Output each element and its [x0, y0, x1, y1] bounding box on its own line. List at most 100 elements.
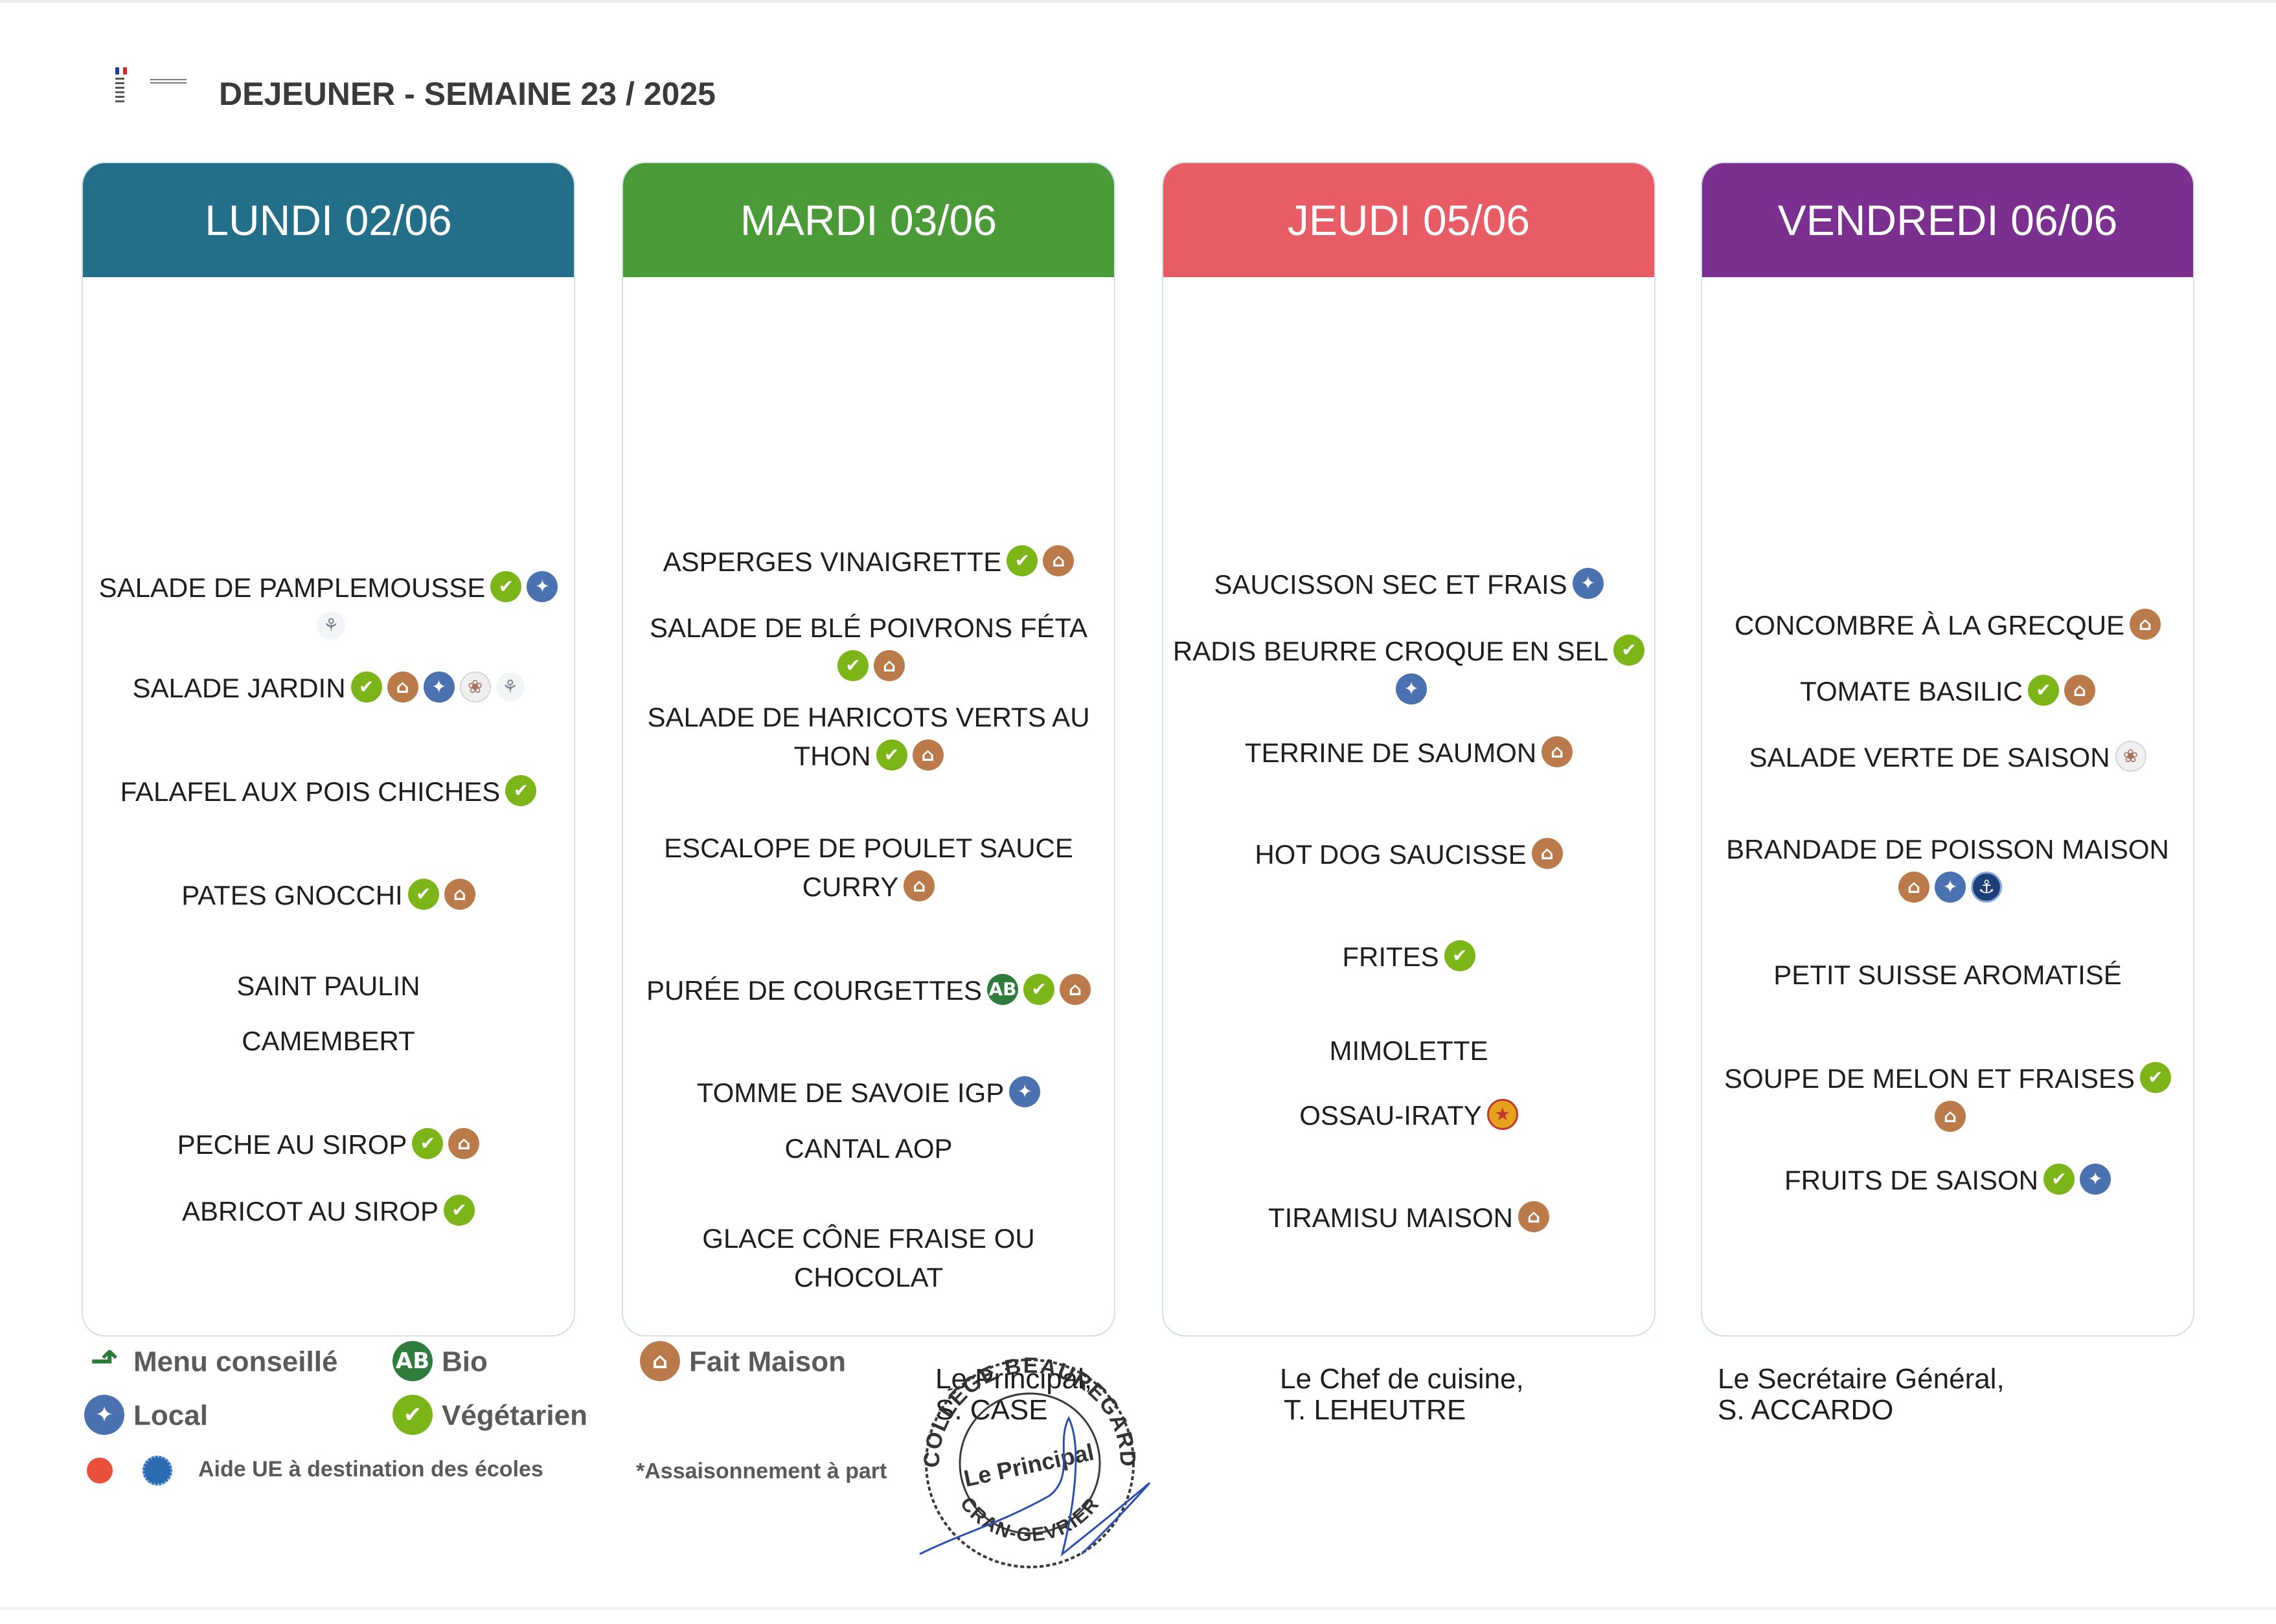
leaf-icon: ✔ [412, 1127, 444, 1159]
bottom-edge [0, 1607, 2276, 1610]
menu-item-name: FRUITS DE SAISON [1784, 1165, 2039, 1195]
menu-item: GLACE CÔNE FRAISE OU CHOCOLAT [632, 1219, 1105, 1297]
menu-item-name: SOUPE DE MELON ET FRAISES [1724, 1063, 2135, 1094]
signature-scribble [919, 1415, 1151, 1557]
menu-item-name: HOT DOG SAUCISSE [1255, 839, 1527, 870]
menu-item: MIMOLETTE [1172, 1032, 1645, 1070]
day-card-jeudi: JEUDI 05/06 SAUCISSON SEC ET FRAIS ✦ RADI… [1162, 162, 1656, 1336]
legend-menu-conseille: ⬏ Menu conseillé [84, 1342, 338, 1384]
top-edge [0, 0, 2276, 3]
menu-item: FRITES ✔ [1172, 938, 1645, 976]
day-label: VENDREDI 06/06 [1777, 196, 2118, 244]
handshake-icon: ✦ [1572, 567, 1604, 599]
menu-item: FALAFEL AUX POIS CHICHES ✔ [92, 773, 565, 811]
menu-item-name: SALADE DE PAMPLEMOUSSE [98, 572, 486, 603]
menu-item: PETIT SUISSE AROMATISÉ [1711, 956, 2184, 995]
menu-item-name: RADIS BEURRE CROQUE EN SEL [1172, 636, 1609, 666]
menu-item-name: SALADE DE HARICOTS VERTS AU THON [647, 702, 1090, 771]
leaf-icon: ✔ [876, 739, 907, 771]
milk-ue-icon [142, 1456, 172, 1485]
secretaire-name: S. ACCARDO [1718, 1394, 1894, 1426]
apple-ue-icon [87, 1458, 113, 1483]
day-card-mardi: MARDI 03/06 ASPERGES VINAIGRETTE ✔ ⌂ SALAD… [622, 162, 1115, 1336]
house-icon: ⌂ [1531, 837, 1563, 869]
menu-item: SAINT PAULIN [92, 967, 565, 1006]
menu-item: ABRICOT AU SIROP ✔ [92, 1192, 565, 1231]
aide-ue-fruits-icon: ❀ [459, 671, 491, 703]
house-icon: ⌂ [912, 739, 944, 771]
handshake-icon: ✦ [2080, 1163, 2111, 1195]
menu-list: SALADE DE PAMPLEMOUSSE ✔ ✦⚘ SALADE JARDIN ✔… [83, 277, 574, 1335]
menu-item-name: SALADE DE BLÉ POIVRONS FÉTA [649, 613, 1088, 643]
day-header: VENDREDI 06/06 [1702, 163, 2193, 277]
school-stamp: COLLÈGE BEAUREGARD Le Principal CRAN-GEV… [919, 1353, 1151, 1568]
menu-item: SAUCISSON SEC ET FRAIS ✦ [1172, 565, 1645, 604]
house-icon: ⌂ [444, 878, 475, 910]
menu-item: PECHE AU SIROP ✔ ⌂ [92, 1125, 565, 1164]
house-icon: ⌂ [448, 1127, 480, 1159]
house-icon: ⌂ [640, 1341, 680, 1381]
house-icon: ⌂ [1542, 736, 1573, 767]
menu-item-name: ESCALOPE DE POULET SAUCE CURRY [664, 833, 1073, 902]
menu-item: CANTAL AOP [632, 1129, 1105, 1168]
legend-label: Menu conseillé [133, 1346, 338, 1378]
menu-item: FRUITS DE SAISON ✔ ✦ [1711, 1161, 2184, 1200]
menu-list: SAUCISSON SEC ET FRAIS ✦ RADIS BEURRE CRO… [1163, 277, 1654, 1335]
leaf-icon: ✔ [2043, 1163, 2075, 1195]
menu-item: PATES GNOCCHI ✔ ⌂ [92, 876, 565, 915]
legend-label: Local [133, 1399, 208, 1432]
menu-item: SALADE VERTE DE SAISON ❀ [1711, 738, 2184, 777]
menu-item: HOT DOG SAUCISSE ⌂ [1172, 835, 1645, 874]
menu-item: CAMEMBERT [92, 1022, 565, 1061]
legend-local: ✦ Local [84, 1395, 208, 1438]
menu-item-name: TOMME DE SAVOIE IGP [696, 1077, 1005, 1108]
house-icon: ⌂ [904, 870, 935, 901]
menu-item-name: CAMEMBERT [242, 1026, 415, 1056]
legend-label: Végétarien [442, 1399, 587, 1432]
fish-icon: ⚓ [1971, 871, 2002, 903]
leaf-icon: ✔ [444, 1194, 475, 1226]
menu-item: TIRAMISU MAISON ⌂ [1172, 1199, 1645, 1237]
menu-item: BRANDADE DE POISSON MAISON ⌂ ✦ ⚓ [1711, 830, 2184, 908]
day-label: LUNDI 02/06 [205, 196, 452, 244]
menu-item-name: PATES GNOCCHI [181, 880, 403, 910]
menu-item-name: SAUCISSON SEC ET FRAIS [1214, 569, 1567, 600]
menu-item: OSSAU-IRATY ★ [1172, 1096, 1645, 1135]
day-label: JEUDI 05/06 [1287, 196, 1531, 244]
handshake-icon: ✦ [1396, 673, 1427, 705]
menu-item: TOMME DE SAVOIE IGP ✦ [632, 1074, 1105, 1112]
house-icon: ⌂ [2064, 674, 2095, 706]
house-icon: ⌂ [2130, 608, 2161, 640]
menu-item-name: CANTAL AOP [784, 1133, 953, 1164]
menu-item: ESCALOPE DE POULET SAUCE CURRY ⌂ [632, 829, 1105, 907]
handshake-icon: ✦ [84, 1395, 124, 1435]
legend-fait-maison: ⌂ Fait Maison [640, 1341, 847, 1384]
handshake-icon: ✦ [1935, 871, 1966, 903]
menu-item-name: TIRAMISU MAISON [1268, 1202, 1514, 1233]
menu-item-name: PETIT SUISSE AROMATISÉ [1773, 960, 2122, 990]
aop-icon: ★ [1486, 1098, 1518, 1130]
leaf-icon: ✔ [2027, 674, 2059, 706]
menu-item-name: OSSAU-IRATY [1299, 1100, 1482, 1131]
leaf-icon: ✔ [1444, 940, 1475, 971]
leaf-icon: ✔ [1023, 973, 1055, 1005]
marianne-logo-icon [110, 62, 188, 120]
day-card-lundi: LUNDI 02/06 SALADE DE PAMPLEMOUSSE ✔ ✦⚘ SA… [82, 162, 575, 1336]
legend-bio: AB Bio [393, 1341, 488, 1384]
leaf-icon: ✔ [490, 570, 522, 602]
menu-item-name: MIMOLETTE [1329, 1035, 1488, 1066]
menu-item-name: ABRICOT AU SIROP [182, 1196, 438, 1226]
menu-item-name: TERRINE DE SAUMON [1244, 738, 1537, 768]
menu-item-name: ASPERGES VINAIGRETTE [663, 547, 1002, 577]
leaf-icon: ✔ [350, 671, 382, 703]
legend-aide-ue: Aide UE à destination des écoles [87, 1456, 543, 1485]
legend-label: Fait Maison [689, 1346, 847, 1378]
leaf-icon: ✔ [1007, 545, 1038, 576]
leaf-icon: ✔ [2140, 1061, 2172, 1093]
menu-item: TERRINE DE SAUMON ⌂ [1172, 734, 1645, 773]
house-icon: ⌂ [1043, 545, 1075, 576]
menu-item-name: PURÉE DE COURGETTES [646, 975, 983, 1006]
chef-name: T. LEHEUTRE [1284, 1394, 1466, 1426]
house-icon: ⌂ [874, 649, 905, 681]
legend-label: Bio [442, 1346, 488, 1378]
